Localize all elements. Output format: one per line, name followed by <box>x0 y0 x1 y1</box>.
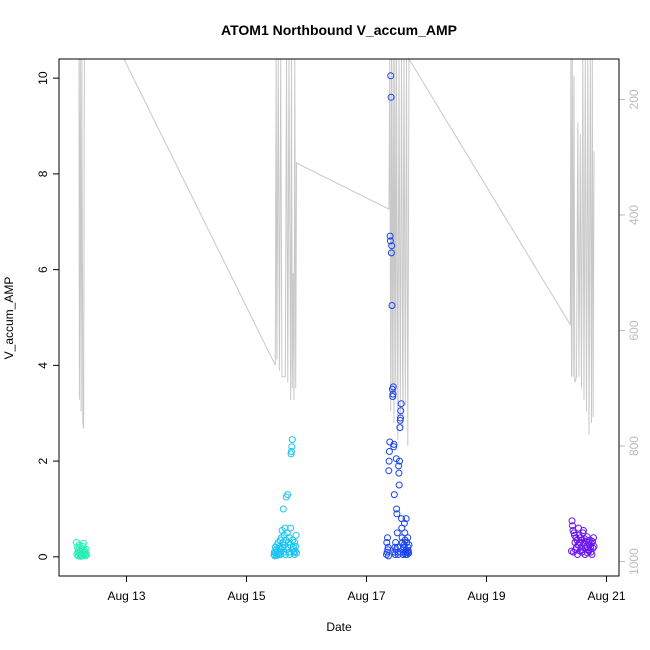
data-point <box>288 436 296 444</box>
data-point <box>590 542 598 550</box>
data-point <box>397 414 404 422</box>
data-point <box>387 93 395 101</box>
data-point <box>384 543 392 551</box>
data-point <box>288 443 296 451</box>
y-tick-label: 6 <box>36 266 50 273</box>
data-point <box>580 527 587 534</box>
y-tick-label: 4 <box>36 362 50 369</box>
x-tick-label: Aug 17 <box>347 589 385 603</box>
data-point <box>403 551 411 558</box>
data-point <box>405 541 413 549</box>
data-point <box>387 249 395 257</box>
data-point <box>589 538 596 545</box>
data-point <box>395 481 403 489</box>
data-point <box>384 534 391 542</box>
data-point <box>390 491 398 499</box>
secondary-y-axis: 200 400 600 800 1000 <box>619 89 641 575</box>
data-point <box>388 302 396 309</box>
x-tick-label: Aug 15 <box>227 589 265 603</box>
data-point <box>291 547 299 555</box>
data-point <box>82 545 90 553</box>
data-point <box>393 510 401 518</box>
data-point <box>404 534 412 542</box>
data-point <box>403 548 411 556</box>
data-point <box>396 424 404 432</box>
y-tick-label: 8 <box>36 170 50 177</box>
data-point <box>393 505 401 513</box>
data-point <box>397 400 405 408</box>
data-point <box>290 551 298 558</box>
data-point <box>291 539 299 546</box>
data-point <box>389 383 397 391</box>
x-tick-label: Aug 21 <box>587 589 625 603</box>
x-tick-label: Aug 19 <box>467 589 505 603</box>
secondary-y-tick-label: 1000 <box>627 548 641 575</box>
data-point <box>400 519 408 527</box>
y-tick-label: 0 <box>36 553 50 560</box>
data-point <box>396 416 404 424</box>
data-point <box>403 539 411 546</box>
secondary-y-tick-label: 800 <box>627 436 641 456</box>
grey-line <box>78 57 595 447</box>
data-point <box>395 469 403 477</box>
data-point <box>293 549 300 557</box>
plot-frame <box>58 58 620 577</box>
data-point <box>287 448 295 455</box>
y-tick-label: 2 <box>36 457 50 464</box>
data-point <box>388 242 396 250</box>
data-point <box>386 237 394 245</box>
data-point <box>292 542 300 550</box>
data-point <box>387 72 395 80</box>
secondary-y-tick-label: 200 <box>627 89 641 109</box>
data-point <box>287 450 295 458</box>
data-point <box>83 551 90 558</box>
data-point <box>590 534 597 542</box>
data-point <box>284 491 292 499</box>
points-layer <box>73 72 598 560</box>
data-point <box>386 232 394 240</box>
y-tick-label: 10 <box>36 71 50 85</box>
x-axis-label: Date <box>326 620 352 634</box>
secondary-y-tick-label: 600 <box>627 320 641 340</box>
data-point <box>390 440 398 448</box>
data-point <box>396 457 403 465</box>
x-tick-label: Aug 13 <box>107 589 145 603</box>
data-point <box>385 552 392 560</box>
y-axis-label: V_accum_AMP <box>2 277 16 360</box>
data-point <box>389 390 397 398</box>
data-point <box>390 443 398 451</box>
data-point <box>393 529 401 537</box>
data-point <box>383 539 391 546</box>
secondary-y-tick-label: 400 <box>627 205 641 225</box>
data-point <box>389 393 397 400</box>
x-axis: Aug 13 Aug 15 Aug 17 Aug 19 Aug 21 <box>107 576 626 603</box>
data-point <box>397 407 405 415</box>
data-point <box>569 522 576 530</box>
data-point <box>82 552 90 560</box>
data-point <box>385 448 393 455</box>
data-point <box>80 539 87 547</box>
data-point <box>385 467 393 475</box>
data-point <box>584 549 591 557</box>
grey-line-layer <box>78 57 595 447</box>
data-point <box>287 524 295 532</box>
data-point <box>402 515 410 523</box>
y-axis: 0 2 4 6 8 10 <box>36 71 59 560</box>
data-point <box>568 517 576 525</box>
data-point <box>81 549 89 556</box>
data-point <box>395 462 403 470</box>
chart-title: ATOM1 Northbound V_accum_AMP <box>221 22 457 38</box>
data-point <box>385 457 393 465</box>
data-point <box>279 505 287 513</box>
data-point <box>405 549 413 557</box>
data-point <box>292 531 300 539</box>
